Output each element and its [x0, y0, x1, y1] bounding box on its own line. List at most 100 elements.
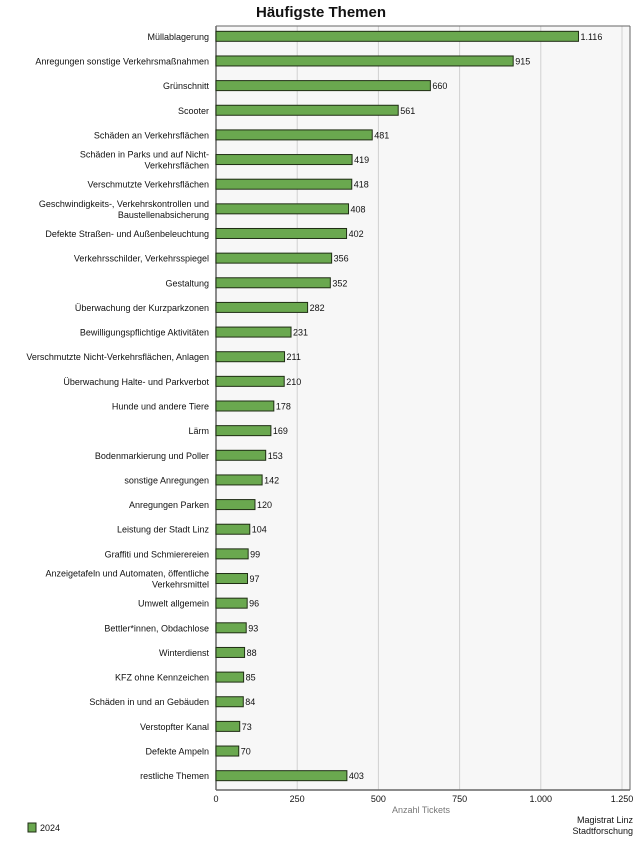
- category-label: Anregungen Parken: [129, 500, 209, 510]
- bar: [215, 671, 245, 683]
- category-label: Schäden in und an Gebäuden: [89, 697, 209, 707]
- category-label: Leistung der Stadt Linz: [117, 525, 210, 535]
- x-tick-label: 1.000: [530, 794, 553, 804]
- category-label: Verkehrsschilder, Verkehrsspiegel: [74, 254, 209, 264]
- category-label: Verschmutzte Nicht-Verkehrsflächen, Anla…: [26, 352, 209, 362]
- bar: [215, 622, 247, 634]
- category-label: Lärm: [188, 426, 209, 436]
- legend-swatch: [27, 822, 37, 833]
- bar: [215, 326, 292, 338]
- category-label: Baustellenabsicherung: [118, 210, 209, 220]
- bar: [215, 80, 431, 92]
- bar: [215, 375, 285, 387]
- source-text: Magistrat Linz: [577, 815, 634, 825]
- data-label: 153: [268, 451, 283, 461]
- data-label: 402: [349, 229, 364, 239]
- category-label: Schäden in Parks und auf Nicht-: [80, 150, 209, 160]
- bar: [215, 400, 275, 412]
- category-label: restliche Themen: [140, 771, 209, 781]
- category-label: Müllablagerung: [147, 32, 209, 42]
- data-label: 1.116: [580, 32, 602, 42]
- data-label: 481: [374, 130, 389, 140]
- bar: [215, 351, 286, 363]
- bar: [215, 30, 579, 42]
- bar: [215, 770, 348, 782]
- x-tick-label: 1.250: [611, 794, 634, 804]
- bar: [215, 252, 333, 264]
- data-label: 88: [247, 648, 257, 658]
- data-label: 211: [287, 352, 301, 362]
- bar: [215, 227, 348, 239]
- bar: [215, 449, 267, 461]
- data-label: 352: [332, 278, 347, 288]
- category-label: Schäden an Verkehrsflächen: [94, 130, 209, 140]
- data-label: 178: [276, 402, 291, 412]
- category-label: Verkehrsflächen: [144, 161, 209, 171]
- bar: [215, 499, 256, 511]
- data-label: 169: [273, 426, 288, 436]
- data-label: 419: [354, 155, 369, 165]
- category-label: Bewilligungspflichtige Aktivitäten: [80, 328, 209, 338]
- data-label: 120: [257, 500, 272, 510]
- data-label: 915: [515, 56, 530, 66]
- category-label: Geschwindigkeits-, Verkehrskontrollen un…: [39, 199, 209, 209]
- category-label: Bettler*innen, Obdachlose: [104, 623, 209, 633]
- category-label: Verkehrsmittel: [152, 580, 209, 590]
- category-label: Grünschnitt: [163, 81, 210, 91]
- data-label: 84: [245, 697, 255, 707]
- data-label: 93: [248, 623, 258, 633]
- bar: [215, 745, 240, 757]
- bar: [215, 696, 244, 708]
- source-text: Stadtforschung: [572, 826, 633, 836]
- bar: [215, 523, 251, 535]
- data-label: 70: [241, 747, 251, 757]
- data-label: 403: [349, 771, 364, 781]
- bar: [215, 301, 309, 313]
- data-label: 97: [250, 574, 260, 584]
- category-label: Defekte Ampeln: [145, 747, 209, 757]
- bar: [215, 425, 272, 437]
- bar: [215, 474, 263, 486]
- bar: [215, 277, 331, 289]
- data-label: 660: [432, 81, 447, 91]
- category-label: Überwachung Halte- und Parkverbot: [63, 377, 209, 387]
- category-label: Hunde und andere Tiere: [112, 402, 209, 412]
- category-label: Überwachung der Kurzparkzonen: [75, 303, 209, 313]
- category-label: Defekte Straßen- und Außenbeleuchtung: [45, 229, 209, 239]
- category-label: Anregungen sonstige Verkehrsmaßnahmen: [35, 56, 209, 66]
- bar: [215, 720, 241, 732]
- data-label: 561: [400, 106, 415, 116]
- data-label: 408: [351, 204, 366, 214]
- data-label: 282: [310, 303, 325, 313]
- category-label: Graffiti und Schmierereien: [105, 549, 209, 559]
- data-label: 104: [252, 525, 267, 535]
- data-label: 85: [246, 673, 256, 683]
- category-label: KFZ ohne Kennzeichen: [115, 673, 209, 683]
- data-label: 231: [293, 328, 308, 338]
- data-label: 142: [264, 475, 279, 485]
- bar: [215, 154, 353, 166]
- data-label: 356: [334, 254, 349, 264]
- x-axis-title: Anzahl Tickets: [392, 805, 451, 815]
- category-label: Winterdienst: [159, 648, 210, 658]
- bar: [215, 548, 249, 560]
- data-label: 210: [286, 377, 301, 387]
- category-label: Anzeigetafeln und Automaten, öffentliche: [46, 569, 209, 579]
- data-label: 418: [354, 180, 369, 190]
- category-label: Umwelt allgemein: [138, 599, 209, 609]
- bar: [215, 646, 246, 658]
- category-label: Verschmutzte Verkehrsflächen: [87, 180, 209, 190]
- data-label: 99: [250, 549, 260, 559]
- x-tick-label: 750: [452, 794, 467, 804]
- category-label: Gestaltung: [165, 278, 209, 288]
- category-label: Verstopfter Kanal: [140, 722, 209, 732]
- legend-label: 2024: [40, 823, 60, 833]
- bar: [215, 573, 249, 585]
- category-label: Scooter: [178, 106, 209, 116]
- x-tick-label: 0: [213, 794, 218, 804]
- category-label: Bodenmarkierung und Poller: [95, 451, 209, 461]
- category-label: sonstige Anregungen: [124, 475, 209, 485]
- data-label: 73: [242, 722, 252, 732]
